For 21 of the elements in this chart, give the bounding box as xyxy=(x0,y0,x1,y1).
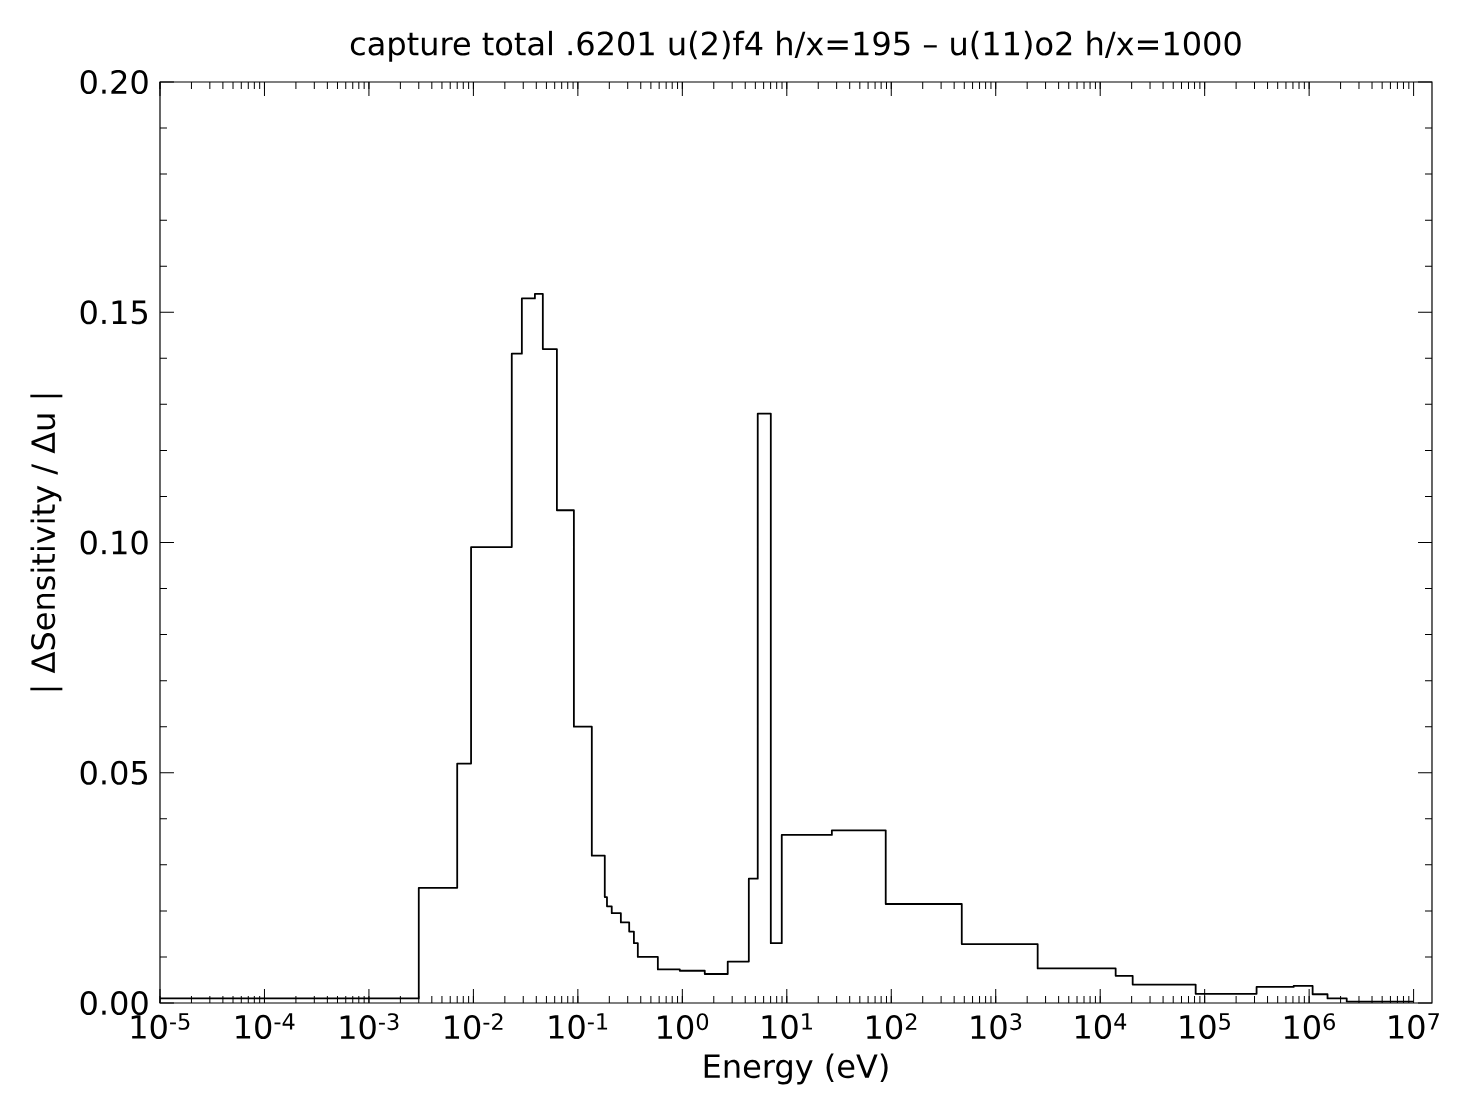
x-tick-label: 10$^{6}$ xyxy=(1284,1013,1335,1040)
x-tick-label: 10$^{1}$ xyxy=(762,1013,812,1040)
x-tick-label: 10$^{5}$ xyxy=(1180,1013,1230,1040)
x-tick-label: 10$^{0}$ xyxy=(658,1013,709,1040)
x-tick-label: 10$^{7}$ xyxy=(1389,1013,1439,1040)
x-tick-label: 10$^{2}$ xyxy=(867,1013,917,1040)
y-tick-label: 0.00 xyxy=(80,990,148,1016)
x-tick-label: 10$^{-2}$ xyxy=(445,1013,503,1040)
x-tick-label: 10$^{4}$ xyxy=(1075,1013,1127,1040)
x-tick-label: 10$^{-1}$ xyxy=(549,1013,608,1040)
y-tick-label: 0.15 xyxy=(80,300,147,325)
x-axis-title: Energy (eV) xyxy=(704,1053,888,1085)
chart-title: capture total .6201 u(2)f4 h/x=195 – u(11)o2 h/x=1000 xyxy=(350,30,1241,62)
y-axis-title: | ΔSensitivity / Δu | xyxy=(30,394,63,691)
y-tick-label: 0.05 xyxy=(80,760,147,785)
y-tick-label: 0.10 xyxy=(80,530,148,555)
x-tick-label: 10$^{-3}$ xyxy=(340,1013,399,1040)
x-tick-label: 10$^{3}$ xyxy=(971,1013,1022,1040)
y-tick-label: 0.20 xyxy=(80,69,148,95)
x-tick-label: 10$^{-4}$ xyxy=(236,1013,295,1040)
x-tick-label: 10$^{-5}$ xyxy=(131,1013,190,1040)
